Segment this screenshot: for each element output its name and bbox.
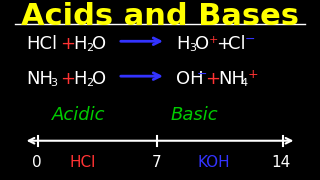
Text: Basic: Basic (171, 106, 219, 124)
Text: −: − (245, 33, 255, 46)
Text: 2: 2 (86, 43, 93, 53)
Text: O: O (195, 35, 209, 53)
Text: O: O (92, 70, 106, 88)
Text: +: + (217, 35, 232, 53)
Text: 2: 2 (86, 78, 93, 88)
Text: 7: 7 (152, 155, 161, 170)
Text: HCl: HCl (70, 155, 96, 170)
Text: OH: OH (176, 70, 204, 88)
Text: +: + (60, 70, 75, 88)
Text: Cl: Cl (228, 35, 246, 53)
Text: Acidic: Acidic (52, 106, 106, 124)
Text: NH: NH (27, 70, 54, 88)
Text: NH: NH (218, 70, 245, 88)
Text: 0: 0 (32, 155, 42, 170)
Text: +: + (60, 35, 75, 53)
Text: +: + (205, 70, 220, 88)
Text: 4: 4 (241, 78, 248, 88)
Text: HCl: HCl (27, 35, 58, 53)
Text: H: H (73, 35, 86, 53)
Text: O: O (92, 35, 106, 53)
Text: 3: 3 (189, 43, 196, 53)
Text: H: H (176, 35, 189, 53)
Text: 14: 14 (272, 155, 291, 170)
Text: −: − (197, 68, 207, 81)
Text: KOH: KOH (197, 155, 230, 170)
Text: Acids and Bases: Acids and Bases (21, 2, 299, 31)
Text: H: H (73, 70, 86, 88)
Text: +: + (209, 35, 218, 44)
Text: +: + (248, 68, 259, 81)
Text: 3: 3 (50, 78, 57, 88)
